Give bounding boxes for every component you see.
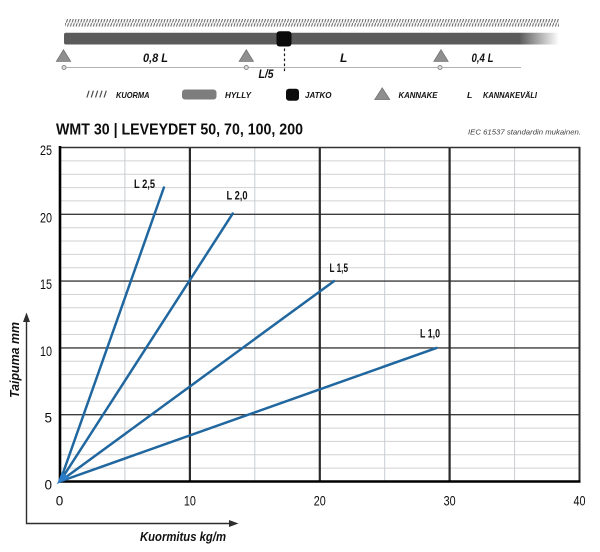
svg-text:Kuormitus kg/m: Kuormitus kg/m [140, 529, 226, 544]
svg-text:HYLLY: HYLLY [225, 90, 252, 100]
svg-text:10: 10 [184, 494, 196, 509]
svg-text:KANNAKE: KANNAKE [399, 90, 439, 100]
svg-text:IEC 61537 standardin mukainen.: IEC 61537 standardin mukainen. [468, 128, 581, 137]
svg-text:KUORMA: KUORMA [116, 90, 150, 100]
svg-text:L 2,0: L 2,0 [227, 189, 248, 203]
svg-text:25: 25 [40, 143, 52, 158]
svg-text:40: 40 [574, 494, 586, 509]
svg-text:L: L [467, 90, 472, 100]
svg-text:0,4 L: 0,4 L [472, 51, 494, 65]
svg-text:10: 10 [40, 344, 52, 359]
svg-text:0,8 L: 0,8 L [143, 51, 168, 65]
svg-text:Taipuma mm: Taipuma mm [7, 322, 22, 398]
svg-text:0: 0 [56, 494, 64, 509]
svg-text:20: 20 [40, 210, 52, 225]
svg-text:L/5: L/5 [259, 67, 274, 81]
svg-text:WMT 30 | LEVEYDET 50, 70, 100,: WMT 30 | LEVEYDET 50, 70, 100, 200 [56, 122, 303, 139]
svg-text:L 1,0: L 1,0 [420, 327, 440, 341]
svg-text:15: 15 [40, 277, 52, 292]
svg-text:L 2,5: L 2,5 [134, 177, 155, 191]
svg-text:JATKO: JATKO [305, 90, 332, 100]
svg-text:20: 20 [314, 494, 326, 509]
svg-text:L 1,5: L 1,5 [330, 261, 349, 275]
svg-text:5: 5 [44, 411, 52, 426]
svg-text:30: 30 [444, 494, 456, 509]
svg-text:L: L [340, 51, 347, 65]
svg-text:KANNAKEVÄLI: KANNAKEVÄLI [483, 90, 537, 100]
svg-text:0: 0 [44, 478, 52, 493]
